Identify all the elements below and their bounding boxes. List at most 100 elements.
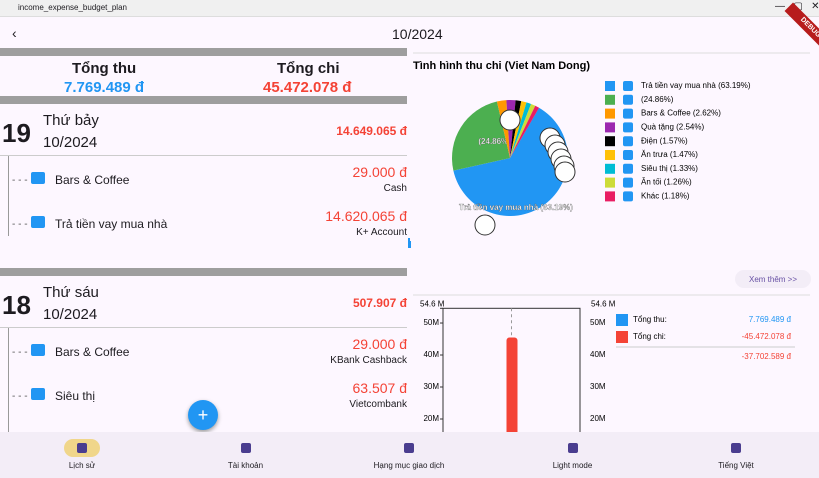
- day-total: 14.649.065 đ: [336, 124, 407, 138]
- more-button-label[interactable]: Xem thêm >>: [749, 275, 797, 284]
- category: Trả tiền vay mua nhà: [55, 217, 168, 231]
- header-title: 10/2024: [392, 26, 443, 42]
- back-button[interactable]: ‹: [12, 25, 17, 41]
- legend-label: Quà tặng (2.54%): [641, 123, 704, 132]
- y2-tick-label: 50M: [590, 318, 606, 327]
- income-label: Tổng thu: [72, 60, 137, 77]
- legend-label: Trả tiền vay mua nhà (63.19%): [641, 81, 751, 90]
- legend-icon: [623, 81, 633, 91]
- legend-swatch: [605, 122, 615, 133]
- y-tick-label: 30M: [423, 382, 439, 391]
- add-button[interactable]: +: [188, 400, 218, 430]
- category: Bars & Coffee: [55, 173, 130, 187]
- legend-swatch: [605, 108, 615, 119]
- more-button[interactable]: [735, 270, 811, 288]
- separator: [0, 268, 407, 276]
- timeline: [8, 328, 9, 438]
- nav-icon: [240, 443, 251, 453]
- account: K+ Account: [356, 227, 407, 238]
- legend-label: (24.86%): [641, 95, 674, 104]
- nav-icon: [404, 443, 414, 453]
- bar: [506, 337, 518, 432]
- month: 10/2024: [43, 306, 98, 323]
- legend-icon: [623, 163, 633, 174]
- legend-swatch: [616, 314, 628, 326]
- legend-icon: [623, 191, 633, 202]
- account: Vietcombank: [349, 399, 407, 410]
- legend-swatch: [605, 136, 615, 147]
- category: Bars & Coffee: [55, 345, 130, 359]
- legend-label: Tổng thu:: [633, 315, 667, 324]
- pie-label: Trả tiền vay mua nhà (63.19%): [459, 203, 573, 212]
- legend-icon: [623, 177, 633, 188]
- bottom-nav: Lịch sử Tài khoản Hạng mục giao dịch Light …: [0, 432, 819, 478]
- legend-label: Tổng chi:: [633, 332, 666, 341]
- legend-swatch: [605, 177, 615, 188]
- divider: [0, 327, 407, 328]
- legend-swatch: [616, 331, 628, 343]
- legend-amount: -45.472.078 đ: [742, 332, 792, 341]
- window-title: income_expense_budget_plan: [18, 3, 127, 12]
- connector: - - -: [12, 347, 28, 358]
- account: Cash: [383, 183, 407, 194]
- nav-label[interactable]: Tài khoản: [227, 461, 264, 470]
- legend-swatch: [605, 163, 615, 174]
- legend-icon: [623, 108, 633, 119]
- legend-icon: [623, 136, 633, 147]
- account: KBank Cashback: [330, 355, 407, 366]
- charts: Tình hình thu chi (Viet Nam Dong) Xem th…: [410, 52, 811, 432]
- splitter[interactable]: [408, 238, 410, 248]
- nav-icon: [567, 443, 578, 453]
- y2-tick-label: 20M: [590, 414, 606, 423]
- nav-icon: [731, 443, 741, 453]
- connector: - - -: [12, 391, 28, 402]
- amount: 63.507 đ: [352, 380, 408, 396]
- separator: [0, 96, 407, 104]
- title-bar: income_expense_budget_plan — ▢ ✕: [0, 0, 819, 17]
- category-icon: [31, 388, 45, 400]
- legend-label: Khác (1.18%): [641, 192, 690, 201]
- net-total: -37.702.589 đ: [742, 352, 792, 361]
- legend-amount: 7.769.489 đ: [749, 315, 792, 324]
- legend-label: Ăn tối (1.26%): [641, 178, 692, 187]
- nav-icon: [77, 443, 87, 453]
- weekday: Thứ bảy: [43, 112, 99, 129]
- nav-label[interactable]: Hạng mục giao dịch: [373, 461, 445, 470]
- amount: 29.000 đ: [352, 336, 408, 352]
- y-tick-label: 20M: [423, 414, 439, 423]
- legend-icon: [623, 122, 633, 133]
- separator: [0, 48, 407, 56]
- expense-label: Tổng chi: [277, 60, 340, 77]
- legend-icon: [623, 150, 633, 160]
- pie-slice: [510, 103, 536, 158]
- connector: - - -: [12, 175, 28, 186]
- legend-label: Siêu thị (1.33%): [641, 164, 698, 173]
- divider: [0, 155, 407, 156]
- legend-label: Bars & Coffee (2.62%): [641, 109, 721, 118]
- legend-swatch: [605, 81, 615, 91]
- y-tick-label: 50M: [423, 318, 439, 327]
- slice-badge: [499, 109, 521, 131]
- slice-badge: [554, 161, 576, 183]
- month: 10/2024: [43, 134, 98, 151]
- nav-label[interactable]: Tiếng Việt: [718, 461, 754, 470]
- nav-label[interactable]: Lịch sử: [68, 461, 96, 470]
- expense-total: 45.472.078 đ: [263, 79, 352, 96]
- legend-icon: [623, 94, 633, 105]
- income-total: 7.769.489 đ: [64, 79, 145, 96]
- y2-tick-label: 40M: [590, 350, 606, 359]
- y-tick-label: 40M: [423, 350, 439, 359]
- category-icon: [31, 216, 45, 228]
- connector: - - -: [12, 219, 28, 230]
- day-number: 19: [2, 118, 31, 148]
- amount: 29.000 đ: [352, 164, 408, 180]
- legend-swatch: [605, 94, 615, 105]
- slice-badge: [474, 214, 496, 236]
- nav-label[interactable]: Light mode: [552, 461, 593, 470]
- amount: 14.620.065 đ: [325, 208, 407, 224]
- legend-label: Điện (1.57%): [641, 136, 688, 145]
- day-number: 18: [2, 290, 31, 320]
- weekday: Thứ sáu: [43, 284, 99, 301]
- legend-label: Ăn trưa (1.47%): [641, 150, 698, 159]
